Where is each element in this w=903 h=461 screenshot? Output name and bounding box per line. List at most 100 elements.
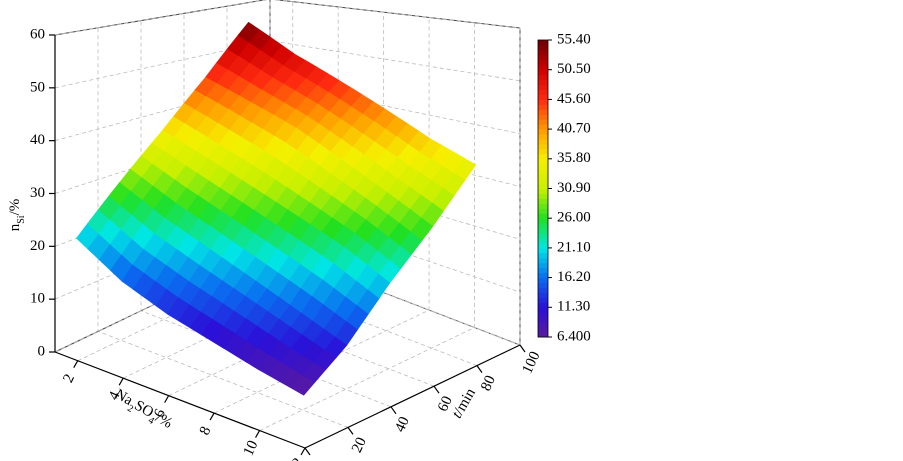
y-tick-label: 60: [435, 394, 456, 414]
colorbar-segment: [538, 109, 548, 115]
colorbar-segment: [538, 178, 548, 185]
colorbar-segment: [538, 188, 548, 194]
axis-line: [54, 351, 306, 449]
axis-label-part: /%: [152, 410, 174, 432]
tick-mark: [390, 406, 397, 415]
colorbar-segment: [538, 223, 548, 229]
colorbar-segment: [538, 79, 548, 86]
colorbar-tick-label: 35.80: [557, 150, 591, 166]
colorbar-segment: [538, 307, 548, 313]
colorbar-segment: [538, 247, 548, 254]
colorbar-tick-label: 11.30: [557, 299, 590, 315]
colorbar-segment: [538, 327, 548, 333]
colorbar-segment: [538, 49, 548, 56]
colorbar-tick-label: 50.50: [557, 61, 591, 77]
colorbar-segment: [538, 242, 548, 249]
tick-mark: [433, 385, 440, 394]
surface-patch: [291, 375, 315, 396]
axis-label-part: /min: [452, 386, 480, 418]
x-tick-label: 10: [241, 438, 262, 458]
colorbar-segment: [538, 129, 548, 135]
grid-line: [54, 81, 521, 142]
colorbar-segment: [538, 238, 548, 244]
colorbar-segment: [538, 267, 548, 274]
axis-label-part: n: [7, 223, 23, 231]
z-tick-label: 40: [30, 132, 45, 148]
colorbar-segment: [538, 218, 548, 224]
colorbar-segment: [538, 287, 548, 293]
tick-mark: [255, 430, 261, 438]
colorbar-segment: [538, 168, 548, 175]
z-tick-label: 0: [38, 343, 46, 359]
colorbar-segment: [538, 332, 548, 338]
colorbar-segment: [538, 262, 548, 269]
axis-label-part: Si: [16, 215, 27, 224]
tick-mark: [300, 447, 306, 456]
tick-mark: [347, 427, 354, 435]
axis-label-part: /%: [7, 199, 23, 216]
colorbar-tick-label: 40.70: [557, 121, 591, 137]
colorbar-segment: [538, 40, 548, 46]
colorbar-segment: [538, 203, 548, 209]
wall-edge: [54, 0, 268, 36]
colorbar-segment: [538, 282, 548, 288]
colorbar-segment: [538, 139, 548, 145]
colorbar-segment: [538, 148, 548, 155]
wall-edge: [274, 0, 521, 29]
grid-line: [97, 27, 349, 428]
axis-label-part: 4: [146, 415, 156, 427]
tick-mark: [209, 412, 215, 421]
colorbar-segment: [538, 193, 548, 199]
z-tick-label: 20: [30, 238, 45, 254]
colorbar-segment: [538, 89, 548, 95]
tick-mark: [164, 395, 170, 403]
colorbar-segment: [538, 114, 548, 120]
z-tick-label: 10: [30, 291, 45, 307]
colorbar-segment: [538, 124, 548, 130]
colorbar-segment: [538, 297, 548, 303]
colorbar-segment: [538, 158, 548, 165]
colorbar-segment: [538, 119, 548, 125]
colorbar-segment: [538, 99, 548, 105]
colorbar-segment: [538, 74, 548, 81]
colorbar-segment: [538, 312, 548, 318]
colorbar-segment: [538, 277, 548, 284]
colorbar-segment: [538, 233, 548, 239]
z-tick-label: 60: [30, 26, 45, 42]
y-tick-label: 80: [478, 373, 499, 393]
axis-label-part: Na: [112, 387, 135, 410]
colorbar-segment: [538, 44, 548, 51]
colorbar-tick-label: 6.400: [557, 328, 591, 344]
y-tick-label: 20: [349, 435, 370, 455]
colorbar-segment: [538, 54, 548, 61]
colorbar-segment: [538, 64, 548, 71]
colorbar-segment: [538, 134, 548, 140]
colorbar-segment: [538, 257, 548, 264]
colorbar-segment: [538, 228, 548, 234]
colorbar-segment: [538, 322, 548, 328]
y-tick-label: 100: [519, 349, 543, 376]
colorbar-segment: [538, 104, 548, 110]
colorbar-segment: [538, 94, 548, 100]
colorbar-segment: [538, 84, 548, 90]
z-axis-label: nSi/%: [7, 199, 26, 232]
x-tick-label: 8: [197, 424, 215, 438]
grid-line: [54, 0, 521, 36]
colorbar-segment: [538, 183, 548, 189]
colorbar-segment: [538, 69, 548, 76]
tick-mark: [519, 344, 526, 353]
colorbar-segment: [538, 252, 548, 259]
y-tick-label: 40: [392, 414, 413, 434]
colorbar-tick-label: 45.60: [557, 91, 591, 107]
x-axis-label: Na2SO4/%: [110, 387, 175, 435]
colorbar-segment: [538, 302, 548, 308]
grid-line: [140, 20, 392, 408]
colorbar-segment: [538, 59, 548, 66]
grid-line: [259, 22, 475, 431]
colorbar-segment: [538, 173, 548, 180]
x-tick-label: 12: [286, 456, 307, 461]
colorbar-tick-label: 26.00: [557, 210, 591, 226]
tick-mark: [476, 365, 483, 373]
colorbar-segment: [538, 272, 548, 279]
